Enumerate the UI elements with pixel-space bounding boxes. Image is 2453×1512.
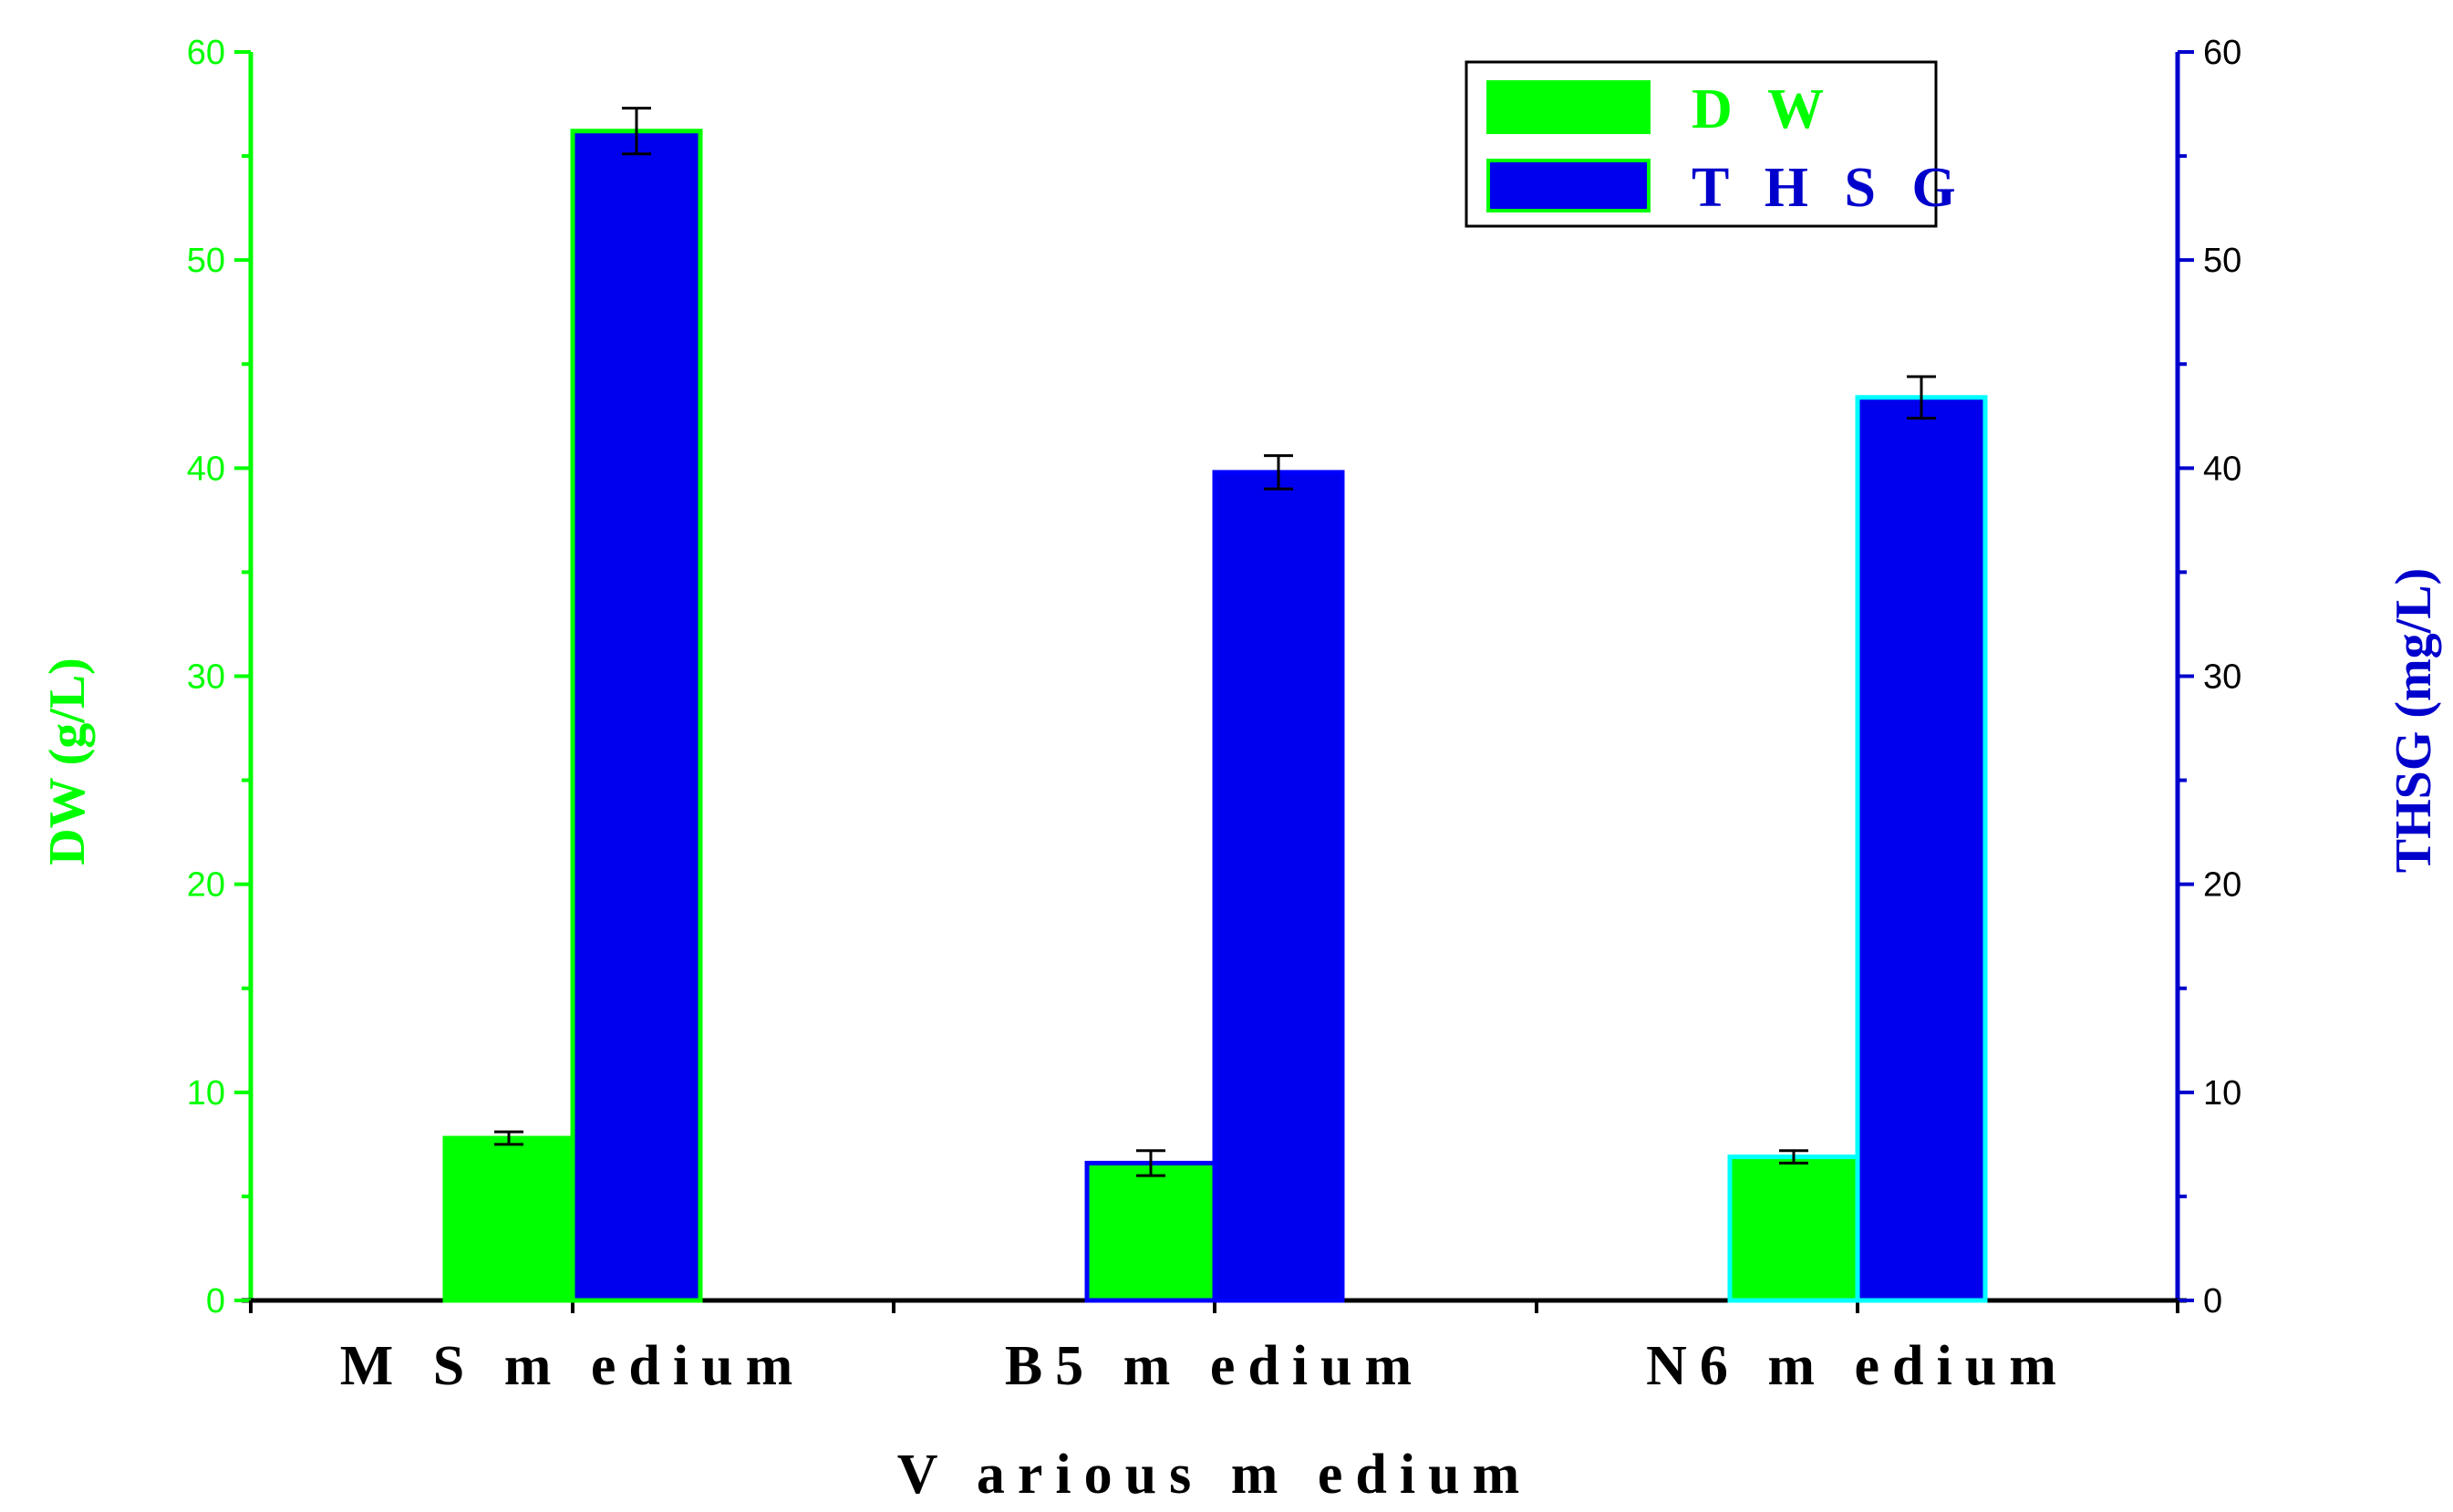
x-axis-title: V arious m edium <box>897 1444 1533 1506</box>
legend-swatch-dw <box>1486 80 1651 134</box>
bar-dw <box>1084 1160 1217 1303</box>
right-tick-label: 30 <box>2203 658 2241 697</box>
right-tick-label: 60 <box>2203 34 2241 72</box>
right-tick-label: 10 <box>2203 1074 2241 1113</box>
left-tick-label: 50 <box>187 242 225 280</box>
bar-dw <box>1727 1155 1860 1303</box>
legend-swatch-thsg <box>1486 159 1651 212</box>
left-tick-label: 40 <box>187 450 225 488</box>
legend-label-thsg: T H S G <box>1692 157 1967 219</box>
left-tick-label: 10 <box>187 1074 225 1113</box>
right-axis-ticks: 0 10 20 30 40 50 60 <box>2178 34 2241 1320</box>
category-label: M S m edium <box>340 1335 806 1397</box>
bars <box>442 107 1988 1303</box>
left-axis-ticks: 0 10 20 30 40 50 60 <box>187 34 251 1320</box>
left-tick-label: 30 <box>187 658 225 697</box>
bar-dw <box>442 1135 575 1303</box>
right-tick-label: 40 <box>2203 450 2241 488</box>
right-tick-label: 0 <box>2203 1282 2222 1320</box>
right-tick-label: 50 <box>2203 242 2241 280</box>
category-label: B5 m edium <box>1005 1335 1424 1397</box>
category-label: N6 m edium <box>1646 1335 2069 1397</box>
bar-thsg <box>1212 470 1345 1303</box>
left-tick-label: 60 <box>187 34 225 72</box>
bar-thsg <box>570 129 703 1303</box>
left-tick-label: 0 <box>206 1282 225 1320</box>
legend-label-dw: D W <box>1692 78 1835 140</box>
right-tick-label: 20 <box>2203 866 2241 905</box>
bar-thsg <box>1855 395 1988 1303</box>
y-axis-right-title: THSG (mg/L) <box>2386 568 2442 873</box>
left-tick-label: 20 <box>187 866 225 905</box>
y-axis-left-title: DW (g/L) <box>39 658 96 865</box>
legend: D W T H S G <box>1465 60 1967 228</box>
category-labels: M S m edium B5 m edium N6 m edium <box>340 1335 2069 1397</box>
